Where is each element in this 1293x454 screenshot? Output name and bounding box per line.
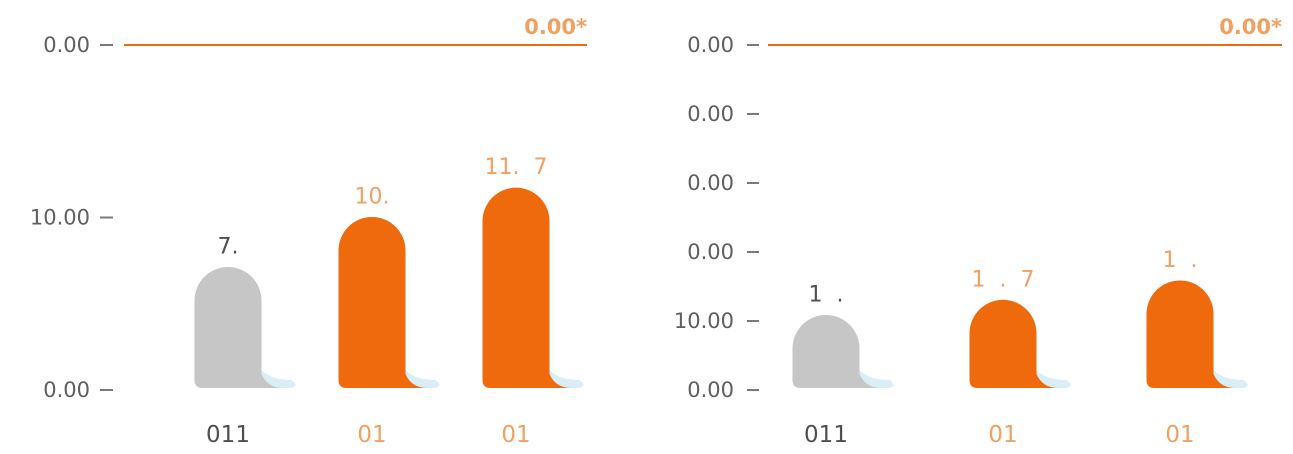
y-tick-label: 0.00 <box>687 102 734 126</box>
bar-value-label: 1 . 7 <box>972 267 1035 292</box>
bar-shadow <box>259 368 296 388</box>
bar-value-label: 1 . <box>1163 248 1198 273</box>
y-tick-label: 10.00 <box>30 206 90 230</box>
x-category-label: 01 <box>988 422 1017 448</box>
bar-value-label: 10. <box>355 185 390 210</box>
y-tick-label: 0.00 <box>43 33 90 57</box>
bar-shadow <box>403 368 440 388</box>
right-bar-chart: 0.00 10.00 0.00 0.00 0.00 0.00 0.00* 1 . 011 1 . … <box>674 15 1282 448</box>
x-category-label: 01 <box>1165 422 1194 448</box>
bar <box>969 299 1059 388</box>
reference-line-label: 0.00* <box>1219 15 1282 39</box>
bar <box>792 314 882 388</box>
x-category-label: 011 <box>804 422 848 448</box>
bar <box>338 216 428 388</box>
bar <box>482 187 572 388</box>
reference-line-label: 0.00* <box>524 15 587 39</box>
x-category-label: 01 <box>357 422 386 448</box>
y-tick-label: 0.00 <box>687 171 734 195</box>
bar-value-label: 7. <box>218 235 239 260</box>
x-category-label: 011 <box>206 422 250 448</box>
y-tick-label: 0.00 <box>687 378 734 402</box>
bar-value-label: 11. 7 <box>485 155 548 180</box>
bar <box>1146 280 1236 388</box>
bar-shadow <box>1211 368 1248 388</box>
bar-shadow <box>1034 368 1071 388</box>
y-tick-label: 0.00 <box>687 240 734 264</box>
y-tick-label: 0.00 <box>43 378 90 402</box>
y-tick-label: 0.00 <box>687 33 734 57</box>
x-category-label: 01 <box>501 422 530 448</box>
bar-shadow <box>547 368 584 388</box>
bar-value-label: 1 . <box>809 282 844 307</box>
bar-shadow <box>857 368 894 388</box>
left-bar-chart: 0.00 10.00 0.00 0.00* 7. 011 10. 01 11. 7 01 <box>30 15 587 448</box>
y-tick-label: 10.00 <box>674 309 734 333</box>
bar <box>194 267 284 388</box>
